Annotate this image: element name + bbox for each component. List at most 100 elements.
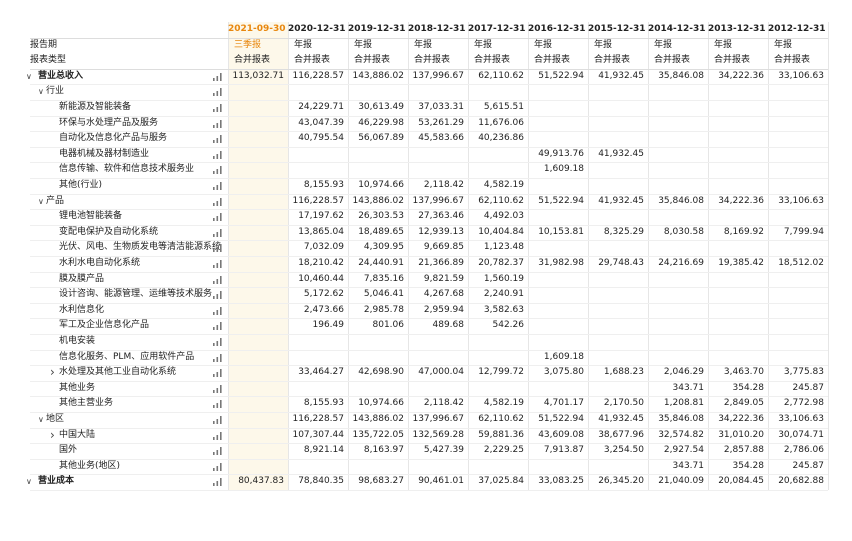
value-cell: 5,427.39 — [423, 445, 464, 456]
row-divider — [30, 224, 828, 226]
value-cell: 21,366.89 — [418, 258, 464, 268]
value-cell: 1,123.48 — [483, 242, 524, 253]
chart-icon[interactable] — [213, 462, 222, 471]
value-cell: 33,083.25 — [538, 476, 584, 487]
chart-icon[interactable] — [213, 213, 222, 222]
chart-icon[interactable] — [213, 338, 222, 346]
value-cell: 113,032.71 — [232, 70, 284, 81]
period-date: 2016-12-31 — [528, 24, 586, 34]
value-cell: 11,676.06 — [478, 117, 524, 128]
expand-toggle[interactable]: › — [50, 365, 55, 380]
chart-icon[interactable] — [213, 228, 222, 237]
chart-icon[interactable] — [213, 322, 222, 331]
value-cell: 41,932.45 — [598, 148, 644, 159]
row-label: 环保与水处理产品及服务 — [59, 117, 159, 128]
value-cell: 8,155.93 — [303, 398, 344, 409]
report-period: 年报 — [474, 39, 493, 50]
value-cell: 10,974.66 — [358, 180, 404, 190]
value-cell: 4,492.03 — [483, 211, 524, 222]
chart-icon[interactable] — [213, 72, 222, 81]
value-cell: 30,613.49 — [358, 102, 404, 112]
expand-toggle[interactable]: ∨ — [38, 415, 44, 424]
report-period: 年报 — [654, 39, 673, 50]
row-label: 其他(行业) — [59, 180, 103, 190]
value-cell: 5,172.62 — [303, 289, 344, 300]
report-type: 合并报表 — [294, 55, 331, 66]
chart-icon[interactable] — [213, 244, 222, 253]
value-cell: 41,932.45 — [598, 414, 644, 424]
value-cell: 33,106.63 — [778, 195, 824, 206]
value-cell: 43,609.08 — [538, 429, 584, 440]
expand-toggle[interactable]: ∨ — [26, 71, 32, 81]
chart-icon[interactable] — [213, 197, 222, 206]
value-cell: 59,881.36 — [478, 429, 524, 440]
chart-icon[interactable] — [213, 478, 222, 487]
value-cell: 4,309.95 — [363, 242, 404, 253]
chart-icon[interactable] — [213, 431, 222, 440]
value-cell: 489.68 — [432, 320, 465, 331]
report-period: 年报 — [774, 39, 793, 50]
chart-icon[interactable] — [213, 150, 222, 159]
value-cell: 18,489.65 — [358, 226, 404, 237]
value-cell: 78,840.35 — [298, 476, 344, 487]
row-label: 其他业务 — [59, 382, 96, 393]
chart-icon[interactable] — [213, 384, 222, 393]
row-label: 中国大陆 — [59, 429, 96, 440]
report-period: 三季报 — [234, 39, 262, 50]
chart-icon[interactable] — [213, 275, 222, 284]
chart-icon[interactable] — [213, 369, 222, 378]
value-cell: 2,118.42 — [423, 180, 464, 190]
report-type: 合并报表 — [534, 55, 571, 66]
chart-icon[interactable] — [213, 182, 222, 190]
chart-icon[interactable] — [213, 416, 222, 424]
expand-toggle[interactable]: ∨ — [38, 196, 44, 206]
value-cell: 7,032.09 — [303, 242, 344, 253]
value-cell: 33,106.63 — [778, 414, 824, 424]
row-label: 其他主营业务 — [59, 398, 114, 409]
value-cell: 10,974.66 — [358, 398, 404, 409]
chart-icon[interactable] — [213, 260, 222, 268]
row-label: 变配电保护及自动化系统 — [59, 226, 159, 237]
expand-toggle[interactable]: › — [50, 427, 55, 442]
expand-toggle[interactable]: ∨ — [26, 477, 32, 487]
header-divider — [30, 68, 828, 70]
value-cell: 2,786.06 — [783, 445, 824, 456]
chart-icon[interactable] — [213, 166, 222, 175]
value-cell: 10,460.44 — [298, 273, 344, 284]
value-cell: 8,169.92 — [723, 226, 764, 237]
value-cell: 19,385.42 — [718, 258, 764, 268]
row-divider — [30, 334, 828, 335]
value-cell: 53,261.29 — [418, 117, 464, 128]
report-type: 合并报表 — [774, 55, 811, 66]
chart-icon[interactable] — [213, 88, 222, 97]
row-label: 报表类型 — [30, 55, 67, 66]
value-cell: 4,582.19 — [483, 180, 524, 190]
chart-icon[interactable] — [213, 135, 222, 144]
chart-icon[interactable] — [213, 119, 222, 128]
value-cell: 3,254.50 — [603, 445, 644, 456]
expand-toggle[interactable]: ∨ — [38, 87, 44, 97]
value-cell: 26,303.53 — [358, 211, 404, 222]
value-cell: 51,522.94 — [538, 414, 584, 424]
chart-icon[interactable] — [213, 447, 222, 456]
row-divider — [30, 256, 828, 257]
chart-icon[interactable] — [213, 306, 222, 315]
row-divider — [30, 490, 828, 491]
value-cell: 9,669.85 — [423, 242, 464, 253]
row-label: 水利水电自动化系统 — [59, 258, 141, 268]
chart-icon[interactable] — [213, 400, 222, 409]
row-divider — [30, 365, 828, 367]
chart-icon[interactable] — [213, 353, 222, 362]
row-label: 自动化及信息化产品与服务 — [59, 133, 168, 144]
value-cell: 2,959.94 — [423, 304, 464, 315]
value-cell: 354.28 — [732, 460, 765, 471]
row-label: 地区 — [46, 414, 65, 424]
chart-icon[interactable] — [213, 291, 222, 300]
chart-icon[interactable] — [213, 104, 222, 112]
value-cell: 343.71 — [672, 382, 705, 393]
report-type: 合并报表 — [354, 55, 391, 66]
value-cell: 38,677.96 — [598, 429, 644, 440]
row-divider — [30, 474, 828, 476]
row-label: 产品 — [46, 195, 65, 206]
value-cell: 37,033.31 — [418, 102, 464, 112]
